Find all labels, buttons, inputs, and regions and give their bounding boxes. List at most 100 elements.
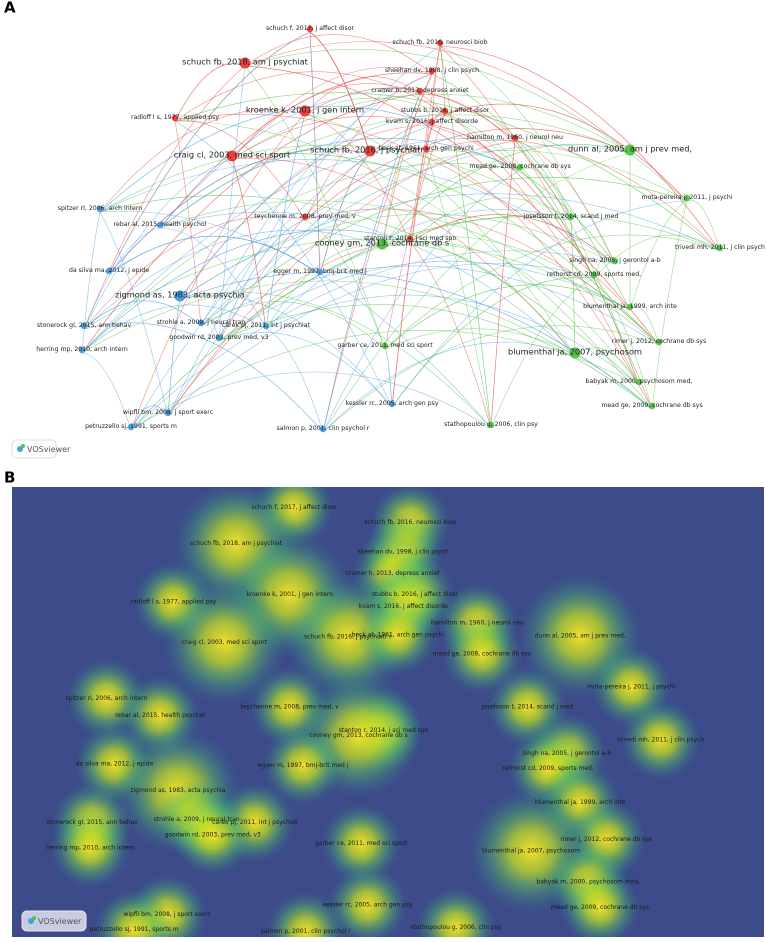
node	[388, 400, 396, 408]
edge	[425, 139, 721, 252]
edge	[409, 124, 433, 243]
edge	[309, 31, 371, 155]
edge	[83, 227, 161, 330]
node-label: cramer h, 2013, depress anxiet	[345, 570, 440, 577]
edge	[83, 300, 202, 330]
edge	[130, 216, 572, 431]
node-label: da silva ma, 2012, j epide	[69, 267, 149, 274]
edge	[514, 140, 572, 221]
edge	[431, 45, 441, 126]
node	[306, 25, 314, 33]
edge	[381, 73, 433, 248]
edge	[81, 229, 411, 354]
edge	[431, 73, 631, 311]
edge	[409, 241, 640, 386]
edge	[384, 328, 653, 410]
node-label: spitzer rl, 2006, arch intern	[65, 695, 147, 702]
density-blob	[50, 807, 131, 888]
edge	[409, 124, 433, 243]
edge	[130, 330, 640, 431]
edge	[200, 265, 660, 346]
node-label: teychenne m, 2008, prev med, v	[240, 703, 339, 710]
network-panel: schuch f, 2017, j affect disor schuch fb,…	[36, 25, 765, 433]
edge	[81, 280, 576, 357]
edge	[439, 45, 616, 265]
edge	[519, 169, 640, 386]
edge	[322, 325, 660, 433]
node-label: strohle a, 2009, j neural tran	[154, 816, 240, 823]
edge	[319, 153, 371, 276]
edge	[108, 31, 311, 275]
edge	[439, 45, 446, 115]
edge	[179, 113, 446, 300]
edge	[265, 328, 324, 433]
edge	[81, 93, 421, 354]
edge	[304, 87, 516, 142]
edge	[319, 153, 371, 276]
node-label: wipfli bm, 2008, j sport exerc	[123, 911, 210, 918]
edge	[439, 45, 721, 252]
edge	[130, 405, 169, 431]
node-label: mota-pereira j, 2011, j psychi	[641, 194, 732, 201]
edge	[218, 65, 246, 342]
node-label: kvam s, 2016, j affect disorde	[359, 603, 449, 610]
node-label: mead ge, 2008, cochrane db sys	[433, 650, 531, 657]
edge	[99, 195, 640, 386]
edge	[167, 151, 427, 417]
edge	[130, 113, 306, 431]
edge	[490, 277, 595, 429]
edge	[304, 113, 576, 357]
edge	[218, 331, 393, 408]
edge	[514, 140, 616, 265]
edge	[391, 45, 441, 408]
edge	[265, 245, 383, 330]
edge	[381, 244, 576, 357]
edge	[231, 93, 631, 160]
edge	[200, 265, 660, 346]
edge	[304, 97, 521, 171]
edge	[200, 301, 386, 350]
edge	[381, 93, 421, 248]
edge	[322, 93, 421, 433]
node-label: stonerock gl, 2015, ann behav	[46, 819, 138, 826]
edge	[174, 120, 393, 408]
edge	[159, 72, 433, 229]
node-label: kessler rc, 2005, arch gen psy	[322, 902, 413, 909]
edge	[174, 63, 246, 122]
node	[301, 213, 309, 221]
node	[716, 244, 724, 252]
edge	[244, 65, 660, 346]
edge	[439, 45, 721, 252]
node-label: sheehan dv, 1998, j clin psych	[385, 67, 479, 74]
node	[164, 409, 172, 417]
edge	[108, 235, 321, 276]
node	[299, 105, 311, 117]
density-blob	[415, 887, 496, 937]
node	[422, 145, 430, 153]
edge	[322, 73, 433, 433]
edge	[570, 219, 576, 357]
edge	[167, 298, 181, 417]
edge	[179, 213, 616, 300]
node-label: schuch fb, 2016, neurosci biob	[393, 39, 488, 46]
edge	[425, 151, 653, 410]
node	[436, 39, 444, 47]
node-label: herring mp, 2010, arch intern	[36, 346, 128, 353]
node-label: petruzzello sj, 1991, sports m	[90, 926, 179, 933]
edge	[304, 87, 516, 142]
edge	[218, 304, 653, 410]
edge	[174, 71, 446, 122]
edge	[391, 151, 427, 408]
edge	[519, 167, 572, 221]
edge	[593, 234, 721, 279]
edge	[419, 93, 640, 386]
edge	[265, 328, 324, 433]
edge	[381, 166, 521, 248]
node-label: spitzer rl, 2006, arch intern	[58, 205, 143, 212]
edge	[167, 45, 441, 417]
edge	[174, 120, 306, 221]
node	[428, 67, 436, 75]
edge	[419, 93, 640, 386]
node-label: blumenthal ja, 1999, arch inte	[583, 303, 677, 310]
edge	[99, 195, 640, 386]
